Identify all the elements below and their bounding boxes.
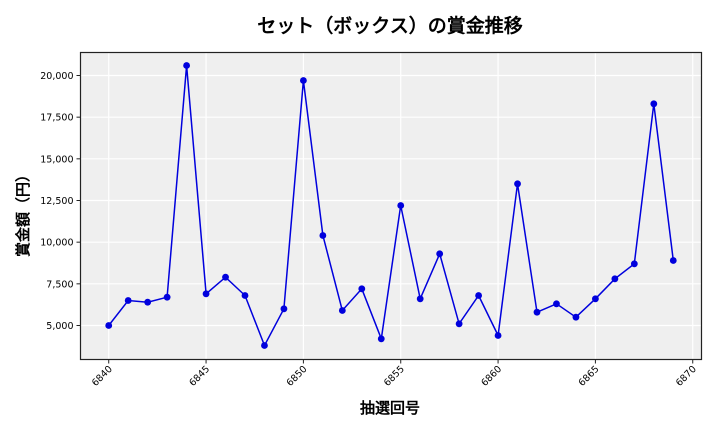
data-point-marker <box>319 232 327 239</box>
x-tick-label: 6845 <box>187 364 212 389</box>
gridlines <box>80 52 702 360</box>
x-axis-ticks: 6840 6845 6850 6855 6860 6865 6870 <box>90 359 699 389</box>
y-tick-label: 15,000 <box>40 154 73 165</box>
data-point-marker <box>144 298 152 306</box>
data-point-marker <box>650 100 658 108</box>
y-tick-label: 20,000 <box>40 71 73 82</box>
data-point-marker <box>475 292 483 299</box>
y-tick-label: 10,000 <box>40 238 73 249</box>
data-point-marker <box>105 322 113 329</box>
data-point-marker <box>436 250 444 258</box>
data-point-marker <box>241 292 249 299</box>
data-point-marker <box>572 313 580 321</box>
plot-area <box>79 51 703 361</box>
x-tick-label: 6860 <box>479 364 504 389</box>
y-axis-ticks: 5,000 7,500 10,000 12,500 15,000 17,500 20,000 <box>40 71 81 332</box>
y-axis-label: 賞金額（円） <box>14 167 32 257</box>
x-tick-label: 6870 <box>674 364 699 389</box>
data-point-marker <box>377 335 385 343</box>
data-point-marker <box>533 308 541 316</box>
data-point-marker <box>358 285 366 293</box>
data-point-marker <box>261 342 268 349</box>
data-point-marker <box>222 273 229 281</box>
x-axis-label: 抽選回号 <box>360 399 420 417</box>
data-point-marker <box>630 260 638 268</box>
data-point-marker <box>163 293 171 301</box>
data-point-marker <box>183 62 190 69</box>
y-tick-label: 17,500 <box>40 113 73 124</box>
data-point-marker <box>338 307 346 314</box>
chart-title: セット（ボックス）の賞金推移 <box>257 14 522 37</box>
data-point-marker <box>669 257 677 264</box>
data-series <box>105 62 677 349</box>
data-point-marker <box>397 202 405 209</box>
plot-frame <box>79 51 703 361</box>
x-tick-label: 6855 <box>382 364 407 389</box>
data-point-marker <box>553 300 560 308</box>
series-line <box>108 65 675 348</box>
data-point-marker <box>514 180 521 188</box>
data-point-marker <box>494 332 502 339</box>
x-tick-label: 6850 <box>285 364 310 389</box>
y-tick-label: 7,500 <box>46 279 73 290</box>
y-tick-label: 5,000 <box>46 321 73 332</box>
data-point-marker <box>202 290 210 298</box>
data-point-marker <box>299 77 307 84</box>
data-point-marker <box>455 320 463 328</box>
data-point-marker <box>611 275 619 283</box>
plot-background <box>80 52 702 360</box>
y-tick-label: 12,500 <box>40 196 73 207</box>
x-tick-label: 6840 <box>90 364 115 389</box>
x-tick-label: 6865 <box>577 364 602 389</box>
data-point-marker <box>124 297 132 304</box>
data-point-marker <box>592 295 599 303</box>
data-point-marker <box>416 295 424 303</box>
data-point-marker <box>280 305 288 313</box>
